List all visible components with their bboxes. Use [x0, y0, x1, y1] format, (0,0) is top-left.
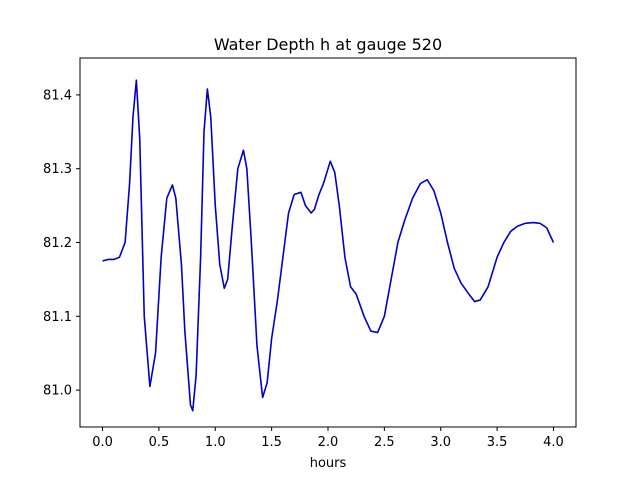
y-tick-label: 81.0 — [43, 384, 72, 399]
chart-title: Water Depth h at gauge 520 — [214, 35, 442, 54]
series-line — [102, 79, 555, 412]
x-tick-label: 1.5 — [261, 435, 282, 450]
y-axis: 81.0 81.1 81.2 81.3 81.4 — [43, 88, 80, 399]
x-axis-label: hours — [310, 456, 347, 471]
x-tick-label: 4.0 — [543, 435, 564, 450]
x-tick-label: 0.5 — [149, 435, 170, 450]
x-axis: 0.0 0.5 1.0 1.5 2.0 2.5 3.0 3.5 4.0 — [92, 427, 564, 450]
y-tick-label: 81.1 — [43, 310, 72, 325]
x-tick-label: 3.5 — [487, 435, 508, 450]
x-tick-label: 3.0 — [430, 435, 451, 450]
x-tick-label: 2.0 — [318, 435, 339, 450]
y-tick-label: 81.2 — [43, 236, 72, 251]
x-tick-label: 2.5 — [374, 435, 395, 450]
y-tick-label: 81.3 — [43, 162, 72, 177]
x-tick-label: 0.0 — [92, 435, 113, 450]
x-tick-label: 1.0 — [205, 435, 226, 450]
y-tick-label: 81.4 — [43, 88, 72, 103]
